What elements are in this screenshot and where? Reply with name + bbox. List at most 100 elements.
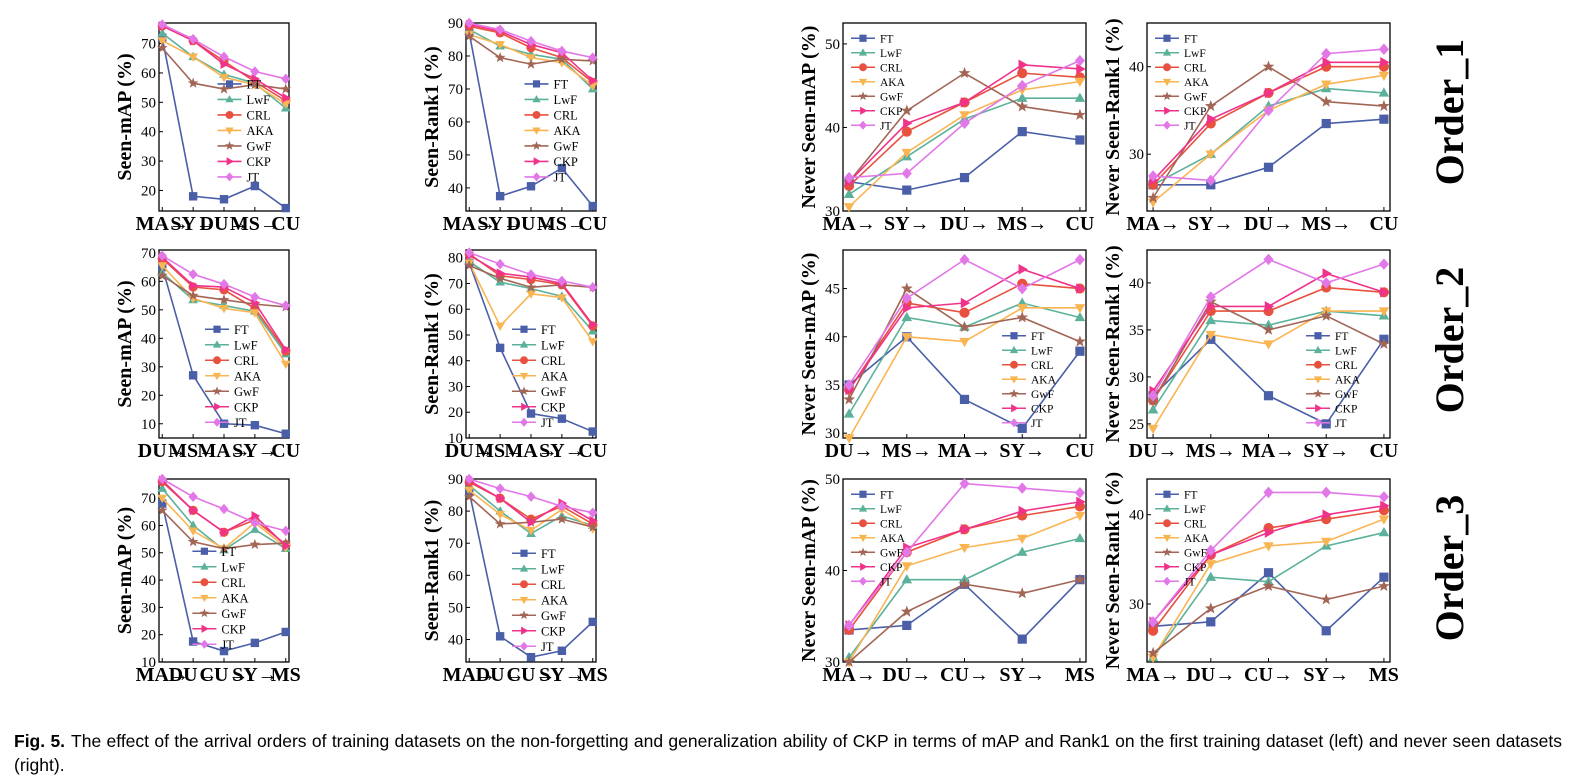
data-point bbox=[188, 527, 198, 536]
y-tick-label: 50 bbox=[141, 95, 156, 111]
plot-area: 20 30 40 50 60 70 MA→SY→DU→MS→CU bbox=[136, 19, 300, 235]
data-point bbox=[1017, 634, 1027, 644]
y-tick-label: 70 bbox=[141, 246, 156, 262]
legend-label: AKA bbox=[541, 369, 568, 383]
caption-label: Fig. 5. bbox=[14, 731, 66, 751]
series-jt bbox=[157, 473, 291, 537]
y-tick-label: 40 bbox=[448, 181, 463, 197]
y-tick-label: 60 bbox=[448, 568, 463, 584]
legend-label: CRL bbox=[541, 578, 565, 592]
legend-label: LwF bbox=[1184, 48, 1206, 60]
data-point bbox=[1320, 593, 1333, 605]
chart-panel-4: 30 40 MA→ SY→ DU→ MS→ CU Never Seen-Rank1 (%) FT… bbox=[1102, 18, 1398, 235]
x-tick-label: CU bbox=[578, 213, 607, 235]
data-point bbox=[281, 300, 291, 311]
x-tick-label: MA→ bbox=[1126, 664, 1179, 686]
x-tick-label: CU bbox=[271, 440, 300, 462]
data-point bbox=[1321, 419, 1331, 429]
chart-panel-10: 40 50 60 70 80 90 MA→DU→CU→SY→MS Seen-Rank1 (%)… bbox=[421, 472, 608, 686]
legend-entry-jt: JT bbox=[524, 170, 566, 184]
data-point bbox=[1320, 309, 1333, 321]
data-point bbox=[843, 203, 855, 213]
legend-entry-gwf: GwF bbox=[1155, 547, 1207, 559]
legend-label: CKP bbox=[541, 624, 565, 638]
y-tick-label: 50 bbox=[141, 303, 156, 319]
data-point bbox=[1076, 283, 1086, 294]
x-tick-label: MS bbox=[578, 664, 608, 686]
y-axis-label: Never Seen-Rank1 (%) bbox=[1102, 245, 1124, 442]
legend-label: GwF bbox=[554, 139, 579, 153]
data-point bbox=[902, 620, 912, 630]
data-point bbox=[1016, 304, 1028, 314]
legend-entry-lwf: LwF bbox=[217, 93, 270, 107]
y-tick-label: 45 bbox=[825, 282, 840, 298]
chart-panel-3: 30 40 50 MA→ SY→ DU→ MS→ CU Never Seen-mAP (%) FT… bbox=[798, 22, 1094, 235]
legend-entry-aka: AKA bbox=[1002, 374, 1057, 386]
data-point bbox=[901, 574, 913, 584]
legend-label: AKA bbox=[880, 77, 906, 89]
data-point bbox=[281, 73, 291, 85]
series-ckp bbox=[845, 263, 1086, 396]
legend-marker bbox=[200, 594, 209, 603]
data-point bbox=[1148, 616, 1159, 628]
y-tick-label: 25 bbox=[1129, 417, 1144, 433]
y-tick-label: 60 bbox=[448, 115, 463, 131]
series-jt bbox=[157, 19, 291, 85]
legend-label: CRL bbox=[554, 108, 578, 122]
legend: FT LwF CRL AKA GwF CKP JT bbox=[1155, 489, 1210, 588]
legend-label: CKP bbox=[1335, 403, 1357, 415]
data-point bbox=[959, 117, 970, 130]
legend-label: JT bbox=[1184, 576, 1196, 588]
data-point bbox=[495, 41, 505, 50]
y-tick-label: 30 bbox=[825, 204, 840, 220]
legend-entry-ckp: CKP bbox=[192, 622, 246, 636]
legend-entry-ft: FT bbox=[205, 323, 249, 337]
data-point bbox=[1321, 486, 1332, 499]
series-jt bbox=[1148, 43, 1389, 187]
chart-panel-6: 10 20 30 40 50 60 70 80 DU→MS→MA→SY→CU Seen-Rank1… bbox=[421, 247, 607, 462]
data-point bbox=[557, 275, 567, 287]
data-point bbox=[250, 309, 260, 318]
y-tick-label: 40 bbox=[1129, 508, 1144, 524]
data-point bbox=[495, 632, 505, 641]
legend-marker bbox=[1009, 388, 1019, 398]
data-point bbox=[282, 93, 291, 103]
data-point bbox=[1074, 253, 1085, 266]
data-point bbox=[495, 24, 505, 35]
data-point bbox=[588, 52, 598, 63]
legend-marker bbox=[858, 547, 868, 557]
data-point bbox=[526, 269, 536, 280]
data-point bbox=[463, 259, 475, 271]
data-point bbox=[219, 51, 229, 63]
data-point bbox=[526, 527, 536, 536]
y-tick-label: 60 bbox=[141, 274, 156, 290]
y-tick-label: 10 bbox=[141, 417, 156, 433]
legend-marker bbox=[859, 34, 867, 42]
data-point bbox=[188, 520, 198, 529]
data-point bbox=[1017, 482, 1028, 494]
legend-marker bbox=[858, 91, 868, 101]
legend-entry-crl: CRL bbox=[524, 108, 578, 122]
legend-label: FT bbox=[234, 323, 249, 337]
legend-label: AKA bbox=[1184, 77, 1210, 89]
data-point bbox=[959, 172, 970, 183]
data-point bbox=[1378, 307, 1390, 317]
legend-entry-aka: AKA bbox=[1155, 533, 1210, 545]
data-point bbox=[1322, 57, 1332, 68]
y-tick-label: 30 bbox=[825, 426, 840, 442]
x-tick-label: MA→ bbox=[822, 664, 875, 686]
data-point bbox=[157, 28, 168, 37]
legend-label: CKP bbox=[247, 155, 271, 169]
y-tick-label: 50 bbox=[448, 328, 463, 344]
legend-label: CRL bbox=[1184, 518, 1206, 530]
legend-marker bbox=[520, 325, 528, 333]
data-point bbox=[281, 203, 290, 213]
data-point bbox=[1074, 311, 1086, 322]
data-point bbox=[901, 167, 912, 180]
data-point bbox=[1380, 500, 1390, 512]
x-tick-label: SY→ bbox=[1303, 440, 1349, 462]
data-point bbox=[157, 250, 167, 261]
data-point bbox=[843, 434, 855, 444]
y-tick-label: 40 bbox=[825, 120, 840, 136]
y-tick-label: 50 bbox=[448, 148, 463, 164]
